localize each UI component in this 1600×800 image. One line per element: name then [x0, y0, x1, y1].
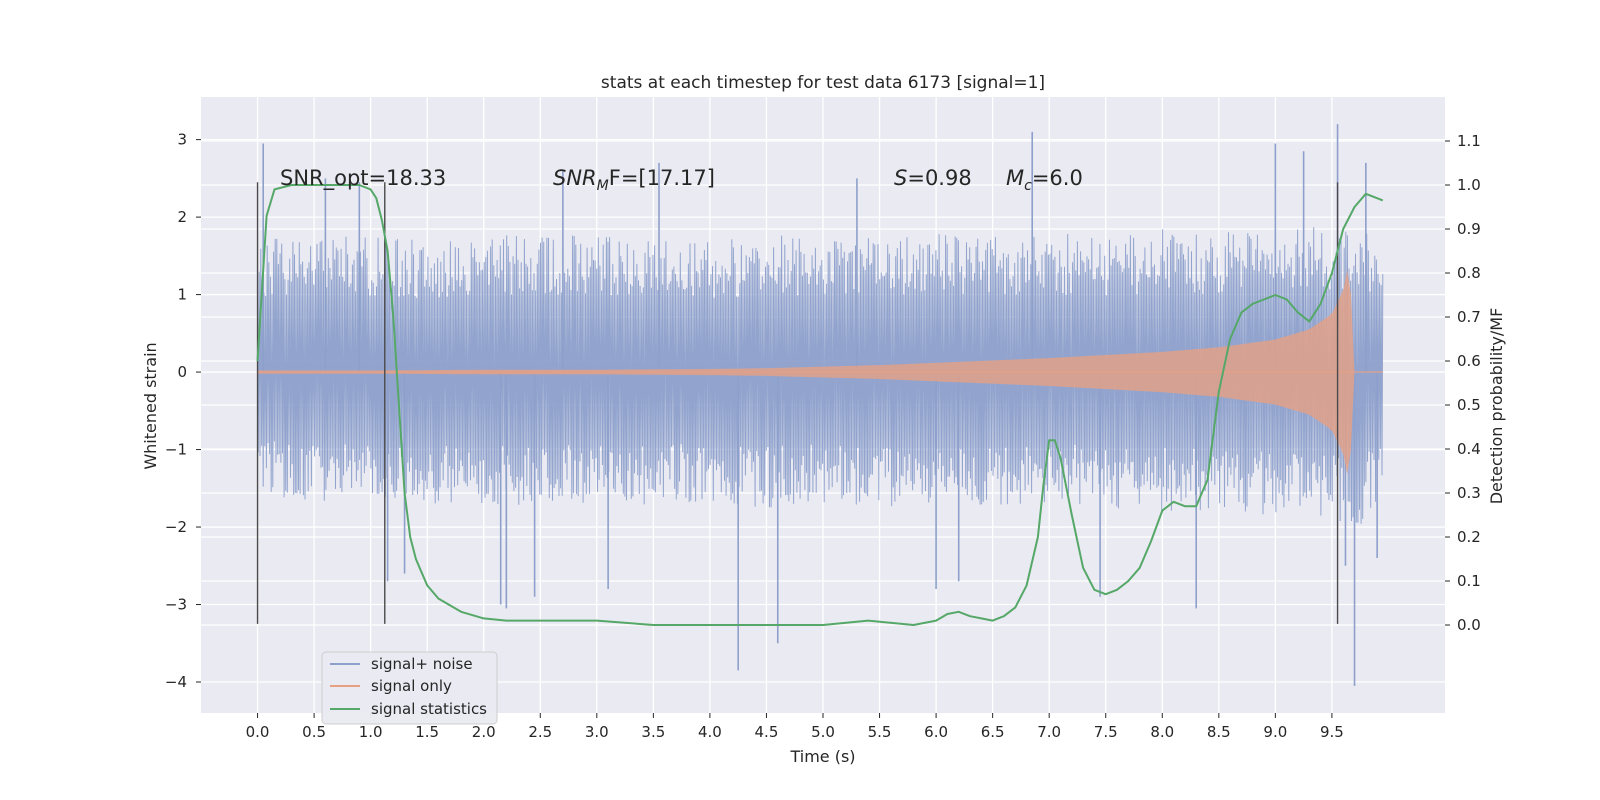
y-right-tick-label-10: 0.1 — [1457, 572, 1481, 590]
x-tick-label-6: 3.0 — [585, 723, 609, 741]
y-axis-ticks-right: 1.1 1.0 0.9 0.8 0.7 0.6 0.5 0.4 0.3 0.2 0.1 0.0 — [1445, 132, 1481, 634]
x-tick-label-17: 8.5 — [1207, 723, 1231, 741]
y-tick-label-1: 2 — [177, 208, 187, 226]
x-tick-label-16: 8.0 — [1150, 723, 1174, 741]
annotation-mc-value: =6.0 — [1032, 166, 1083, 190]
x-tick-label-19: 9.5 — [1320, 723, 1344, 741]
legend-label-signal-statistics: signal statistics — [371, 700, 487, 718]
x-tick-label-12: 6.0 — [924, 723, 948, 741]
signal-statistics-line — [256, 184, 1384, 626]
x-tick-label-3: 1.5 — [415, 723, 439, 741]
chart-title: stats at each timestep for test data 617… — [601, 73, 1045, 93]
annotation-s-label: S — [894, 166, 907, 190]
x-tick-label-2: 1.0 — [359, 723, 383, 741]
x-axis-ticks: 0.0 0.5 1.0 1.5 2.0 2.5 3.0 3.5 4.0 4.5 5.0 5.5 6.0 6… — [246, 713, 1344, 741]
legend: signal+ noise signal only signal statist… — [321, 651, 498, 725]
legend-label-signal-only: signal only — [371, 677, 452, 695]
annotation-mc-sub: c — [1024, 178, 1032, 194]
annotations: SNR_opt=18.33 SNRMF=[17.17] S=0.98 Mc=6.… — [280, 166, 1083, 194]
x-tick-label-13: 6.5 — [981, 723, 1005, 741]
y-right-tick-label-4: 0.7 — [1457, 308, 1481, 326]
x-tick-label-8: 4.0 — [698, 723, 722, 741]
annotation-s: S=0.98 — [894, 166, 972, 190]
x-tick-label-18: 9.0 — [1263, 723, 1287, 741]
annotation-snr-mf: SNRMF=[17.17] — [553, 166, 715, 194]
y-right-tick-label-1: 1.0 — [1457, 176, 1481, 194]
annotation-snr-mf-base: SNR — [553, 166, 597, 190]
y-tick-label-0: 3 — [177, 131, 187, 149]
annotation-snr-mf-sub: M — [597, 178, 609, 194]
x-tick-label-4: 2.0 — [472, 723, 496, 741]
vertical-markers — [256, 182, 1339, 624]
y-right-tick-label-9: 0.2 — [1457, 528, 1481, 546]
annotation-snr-mf-rest: F=[17.17] — [609, 166, 715, 190]
annotation-s-value: =0.98 — [907, 166, 971, 190]
x-tick-label-9: 4.5 — [755, 723, 779, 741]
y-right-tick-label-5: 0.6 — [1457, 352, 1481, 370]
y-right-tick-label-3: 0.8 — [1457, 264, 1481, 282]
x-axis-label: Time (s) — [789, 747, 855, 766]
y-right-tick-label-8: 0.3 — [1457, 484, 1481, 502]
y-tick-label-2: 1 — [177, 286, 187, 304]
x-tick-label-7: 3.5 — [641, 723, 665, 741]
x-tick-label-15: 7.5 — [1094, 723, 1118, 741]
legend-box — [321, 651, 498, 725]
y-right-tick-label-2: 0.9 — [1457, 220, 1481, 238]
y-tick-label-6: −3 — [165, 596, 187, 614]
y-axis-label-left: Whitened strain — [141, 342, 160, 469]
y-tick-label-3: 0 — [177, 363, 187, 381]
y-right-tick-label-7: 0.4 — [1457, 440, 1481, 458]
x-tick-label-10: 5.0 — [811, 723, 835, 741]
y-right-tick-label-6: 0.5 — [1457, 396, 1481, 414]
x-tick-label-11: 5.5 — [868, 723, 892, 741]
x-tick-label-14: 7.0 — [1037, 723, 1061, 741]
y-tick-label-7: −4 — [165, 673, 187, 691]
series-signal-only — [257, 270, 1383, 474]
x-tick-label-5: 2.5 — [528, 723, 552, 741]
x-tick-label-0: 0.0 — [246, 723, 270, 741]
y-axis-ticks-left: 3 2 1 0 −1 −2 −3 −4 — [165, 131, 201, 691]
y-right-tick-label-11: 0.0 — [1457, 616, 1481, 634]
annotation-mc: Mc=6.0 — [1006, 166, 1083, 194]
x-tick-label-1: 0.5 — [302, 723, 326, 741]
annotation-snr-opt: SNR_opt=18.33 — [280, 166, 446, 191]
series-signal-statistics — [256, 184, 1384, 626]
y-tick-label-5: −2 — [165, 518, 187, 536]
signal-noise-trace — [257, 227, 1384, 524]
annotation-mc-base: M — [1006, 166, 1024, 190]
y-tick-label-4: −1 — [165, 441, 187, 459]
y-right-tick-label-0: 1.1 — [1457, 132, 1481, 150]
y-axis-label-right: Detection probability/MF — [1487, 308, 1506, 505]
legend-label-signal-noise: signal+ noise — [371, 655, 473, 673]
